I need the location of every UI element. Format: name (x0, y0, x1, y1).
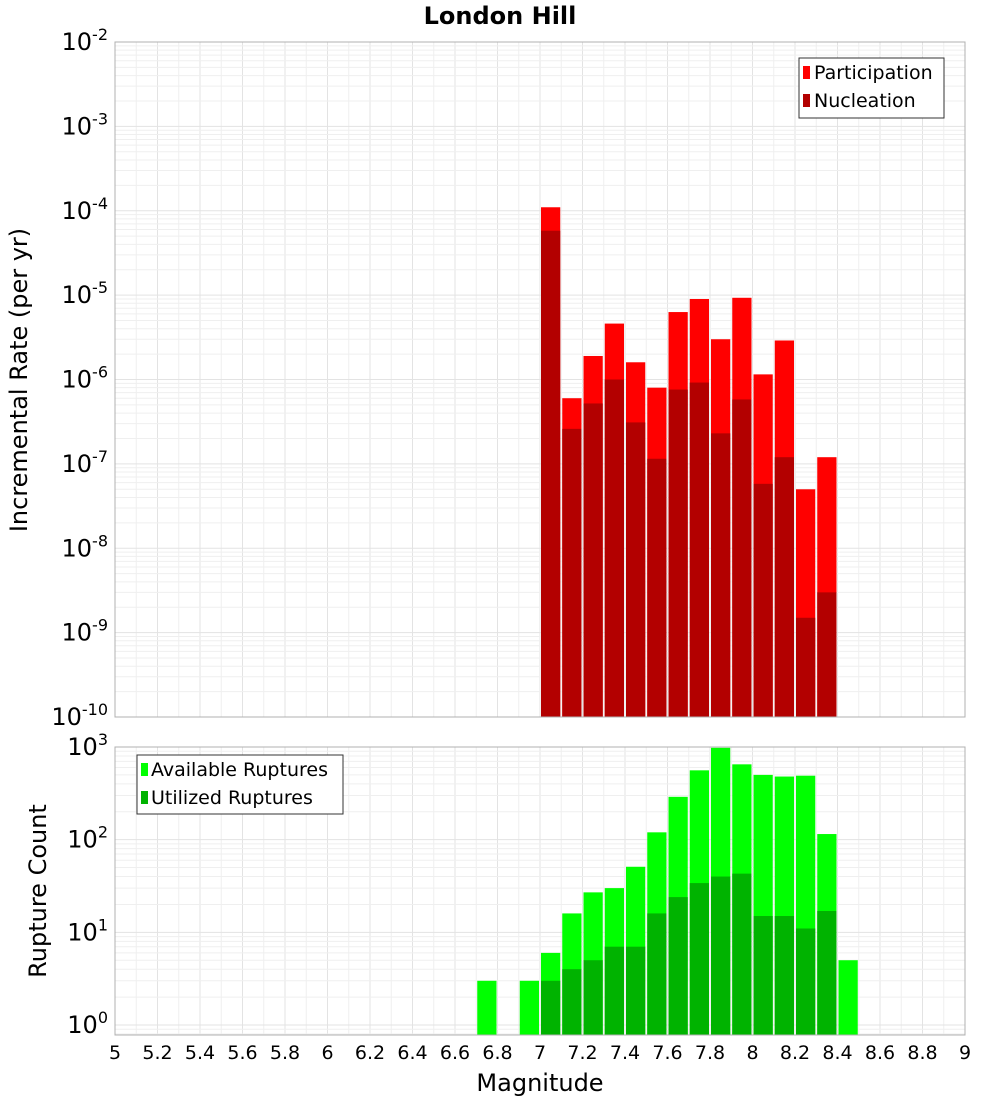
x-tick-label: 6 (321, 1042, 333, 1064)
legend-label-participation: Participation (814, 62, 933, 84)
rate-legend-box (798, 57, 945, 119)
x-tick-label: 6.6 (440, 1042, 470, 1064)
rate-bar-nucleation (689, 382, 709, 717)
x-ticks: 5 5.2 5.4 5.6 5.8 6 6.2 6.4 6.6 6.8 7 7.2 7.4 7.6 7.8 8… (109, 1042, 971, 1064)
rate-bar-nucleation (753, 483, 773, 717)
x-tick-label: 5 (109, 1042, 121, 1064)
count-bars (477, 747, 858, 1035)
count-bar-utilized-ruptures (732, 873, 752, 1035)
rate-y-tick-label: 10-4 (62, 194, 109, 225)
count-bar-utilized-ruptures (626, 946, 646, 1035)
x-tick-label: 7.8 (695, 1042, 725, 1064)
legend-swatch-available-ruptures (141, 763, 148, 776)
x-tick-label: 8.6 (865, 1042, 895, 1064)
rate-bar-nucleation (732, 399, 752, 717)
count-bar-utilized-ruptures (562, 969, 582, 1035)
count-y-tick-label: 103 (67, 730, 108, 761)
count-bar-utilized-ruptures (647, 913, 667, 1035)
rate-bar-nucleation (541, 230, 561, 718)
x-tick-label: 8.2 (780, 1042, 810, 1064)
x-tick-label: 5.2 (142, 1042, 172, 1064)
rate-panel: 10-10 10-9 10-8 10-7 10-6 10-5 10-4 10-3 10-2 In… (5, 25, 966, 731)
rate-y-tick-label: 10-3 (62, 109, 109, 140)
rate-plot-border (114, 41, 966, 718)
count-bar-utilized-ruptures (774, 916, 794, 1035)
x-tick-label: 6.4 (397, 1042, 427, 1064)
x-tick-label: 7 (534, 1042, 546, 1064)
rate-bar-nucleation (796, 617, 816, 717)
count-bar-utilized-ruptures (753, 916, 773, 1035)
count-panel: 100 101 102 103 5 5.2 5.4 5.6 5.8 6 6.2 6.4 6.6 6.8 7… (24, 730, 971, 1097)
count-y-axis-label: Rupture Count (24, 804, 52, 978)
count-legend-box (136, 754, 344, 815)
count-plot-border (114, 746, 966, 1036)
count-bar-available-ruptures (838, 960, 858, 1035)
x-tick-label: 7.2 (567, 1042, 597, 1064)
x-tick-label: 6.2 (355, 1042, 385, 1064)
rate-bar-nucleation (647, 458, 667, 717)
x-tick-label: 8.8 (907, 1042, 937, 1064)
rate-bar-nucleation (711, 433, 731, 717)
count-bar-available-ruptures (477, 980, 497, 1035)
count-bar-utilized-ruptures (711, 876, 731, 1035)
rate-bar-nucleation (583, 403, 603, 717)
rate-bar-nucleation (562, 428, 582, 717)
x-tick-label: 5.6 (227, 1042, 257, 1064)
x-tick-label: 9 (959, 1042, 971, 1064)
legend-label-nucleation: Nucleation (814, 90, 916, 112)
count-bar-utilized-ruptures (668, 897, 688, 1035)
legend-swatch-utilized-ruptures (141, 791, 148, 804)
rate-y-tick-label: 10-9 (62, 616, 109, 647)
count-y-tick-label: 102 (67, 823, 108, 854)
count-bar-utilized-ruptures (541, 980, 561, 1035)
x-tick-label: 6.8 (482, 1042, 512, 1064)
count-bar-utilized-ruptures (583, 960, 603, 1035)
x-tick-label: 8.4 (822, 1042, 852, 1064)
count-bar-utilized-ruptures (796, 928, 816, 1035)
rate-y-tick-label: 10-6 (62, 363, 109, 394)
count-y-tick-label: 101 (67, 915, 108, 946)
count-bar-utilized-ruptures (604, 946, 624, 1035)
count-bar-available-ruptures (519, 980, 539, 1035)
rate-bar-nucleation (626, 422, 646, 717)
rate-y-tick-label: 10-8 (62, 531, 109, 562)
rate-bar-nucleation (668, 389, 688, 717)
count-bar-utilized-ruptures (689, 883, 709, 1035)
rate-y-tick-label: 10-10 (51, 700, 108, 731)
rate-y-tick-label: 10-7 (62, 447, 109, 478)
count-bar-utilized-ruptures (817, 910, 837, 1035)
legend-label-available-ruptures: Available Ruptures (151, 759, 328, 781)
rate-bar-nucleation (774, 457, 794, 717)
rate-gridlines (114, 41, 966, 718)
rate-bar-nucleation (604, 379, 624, 717)
x-tick-label: 8 (746, 1042, 758, 1064)
rate-legend: Participation Nucleation (798, 57, 945, 119)
rate-y-tick-label: 10-2 (62, 25, 109, 56)
x-axis-label: Magnitude (476, 1069, 603, 1097)
rate-y-ticks: 10-10 10-9 10-8 10-7 10-6 10-5 10-4 10-3 10-2 (51, 25, 108, 731)
x-tick-label: 5.8 (270, 1042, 300, 1064)
rate-y-tick-label: 10-5 (62, 278, 109, 309)
legend-swatch-nucleation (803, 94, 810, 107)
chart-title: London Hill (424, 2, 577, 30)
rate-bar-nucleation (817, 592, 837, 717)
rate-y-axis-label: Incremental Rate (per yr) (5, 228, 33, 532)
count-y-tick-label: 100 (67, 1008, 108, 1039)
rate-bars (541, 207, 837, 718)
x-tick-label: 7.6 (652, 1042, 682, 1064)
x-tick-label: 5.4 (185, 1042, 215, 1064)
x-tick-label: 7.4 (610, 1042, 640, 1064)
legend-label-utilized-ruptures: Utilized Ruptures (151, 787, 313, 809)
count-legend: Available Ruptures Utilized Ruptures (136, 754, 344, 815)
legend-swatch-participation (803, 66, 810, 79)
count-y-ticks: 100 101 102 103 (67, 730, 108, 1039)
